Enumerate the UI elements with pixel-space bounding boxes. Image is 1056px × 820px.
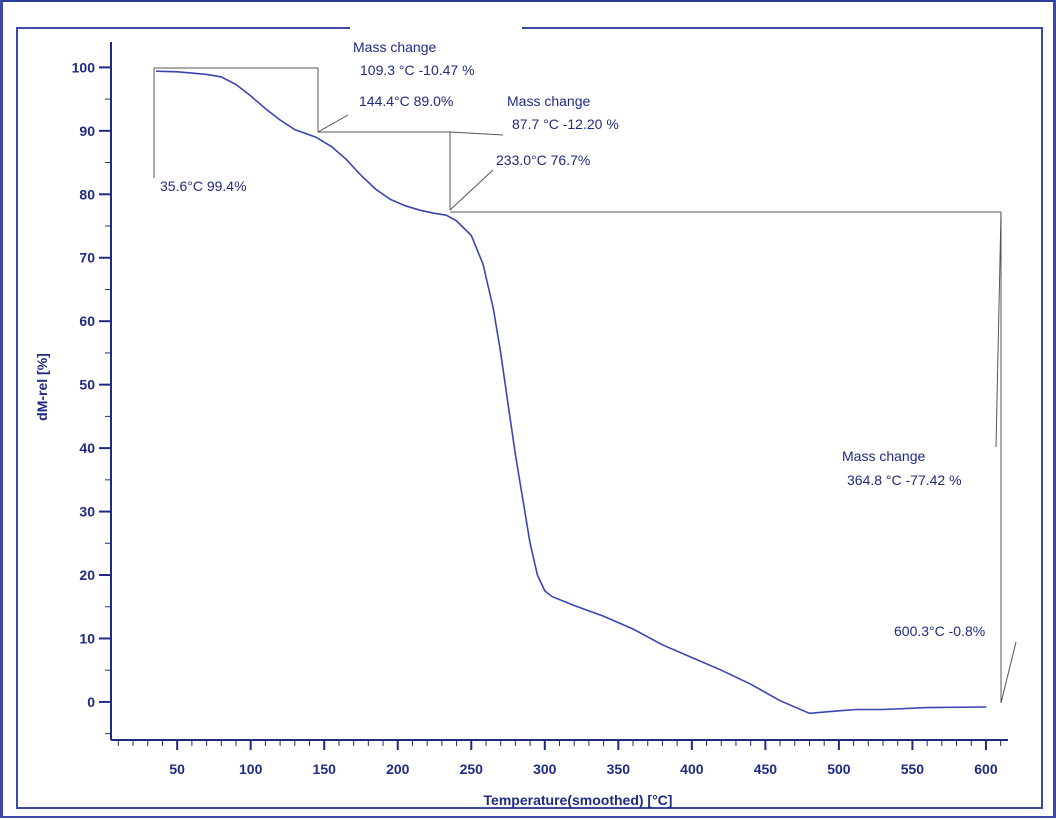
plot-border <box>16 27 1043 809</box>
point-label: 144.4°C 89.0% <box>359 93 453 109</box>
y-tick-group: 0 10 20 30 40 50 60 70 80 90 100 <box>72 59 96 710</box>
point-label: 233.0°C 76.7% <box>496 152 590 168</box>
y-tick-label: 0 <box>87 694 95 710</box>
x-tick-label: 250 <box>460 761 484 777</box>
x-tick-label: 450 <box>754 761 778 777</box>
step1-guide <box>153 67 349 178</box>
x-axis-title: Temperature(smoothed) [°C] <box>484 792 673 808</box>
x-tick-label: 100 <box>239 761 263 777</box>
step2-guide <box>318 131 504 211</box>
mass-change-values: 364.8 °C -77.42 % <box>847 472 962 488</box>
x-tick-label: 350 <box>607 761 631 777</box>
y-tick-label: 80 <box>79 186 95 202</box>
x-minor-ticks <box>117 740 1002 750</box>
y-tick-label: 10 <box>79 630 95 646</box>
mass-change-heading: Mass change <box>842 448 925 464</box>
x-tick-label: 300 <box>533 761 557 777</box>
y-tick-label: 100 <box>72 59 96 75</box>
border-gap <box>350 22 522 34</box>
x-tick-label: 550 <box>901 761 925 777</box>
x-tick-label: 200 <box>386 761 410 777</box>
y-tick-label: 70 <box>79 250 95 266</box>
annotation-lines <box>153 67 1017 704</box>
tga-chart: 50 100 150 200 250 300 350 400 450 500 5… <box>16 22 1043 809</box>
x-tick-label: 600 <box>974 761 998 777</box>
y-tick-label: 60 <box>79 313 95 329</box>
mass-change-heading: Mass change <box>507 93 590 109</box>
mass-change-values: 109.3 °C -10.47 % <box>360 62 475 78</box>
step3-guide <box>450 211 1017 704</box>
point-label: 600.3°C -0.8% <box>894 623 985 639</box>
point-label: 35.6°C 99.4% <box>160 178 247 194</box>
y-tick-label: 20 <box>79 567 95 583</box>
y-axis-title: dM-rel [%] <box>34 353 50 421</box>
x-tick-label: 400 <box>680 761 704 777</box>
y-tick-label: 40 <box>79 440 95 456</box>
y-tick-label: 30 <box>79 504 95 520</box>
y-tick-label: 90 <box>79 123 95 139</box>
x-tick-label: 500 <box>827 761 851 777</box>
x-tick-label: 150 <box>313 761 337 777</box>
annotation-labels: Mass change 109.3 °C -10.47 % Mass chang… <box>160 39 985 639</box>
y-tick-label: 50 <box>79 377 95 393</box>
tga-mass-curve <box>155 70 987 715</box>
x-tick-label: 50 <box>169 761 185 777</box>
mass-change-heading: Mass change <box>353 39 436 55</box>
y-minor-ticks <box>99 66 111 735</box>
mass-change-values: 87.7 °C -12.20 % <box>512 116 619 132</box>
x-tick-group: 50 100 150 200 250 300 350 400 450 500 5… <box>169 761 997 777</box>
